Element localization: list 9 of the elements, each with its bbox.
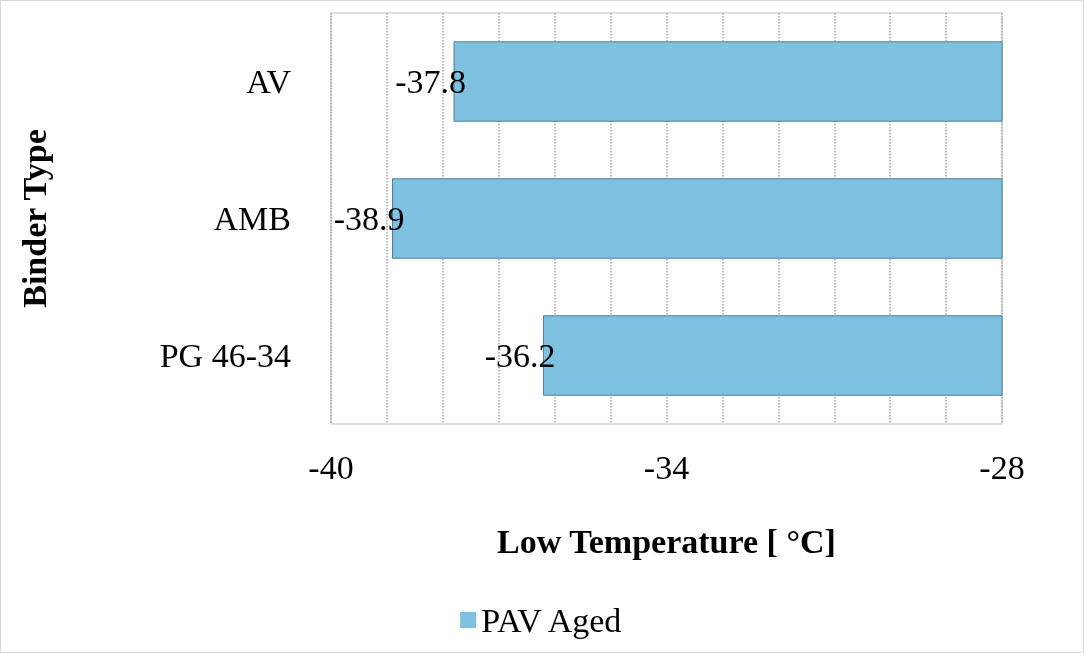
y-tick-label: AV [246, 63, 292, 100]
y-axis-title: Binder Type [15, 129, 53, 308]
legend-label: PAV Aged [481, 601, 622, 639]
x-axis-title: Low Temperature [ °C] [497, 522, 836, 560]
y-tick-label: AMB [213, 200, 291, 237]
y-tick-label: PG 46-34 [159, 337, 291, 374]
x-tick-label: -40 [308, 448, 354, 486]
x-tick-label: -28 [979, 448, 1025, 486]
x-tick-label: -34 [643, 448, 690, 486]
